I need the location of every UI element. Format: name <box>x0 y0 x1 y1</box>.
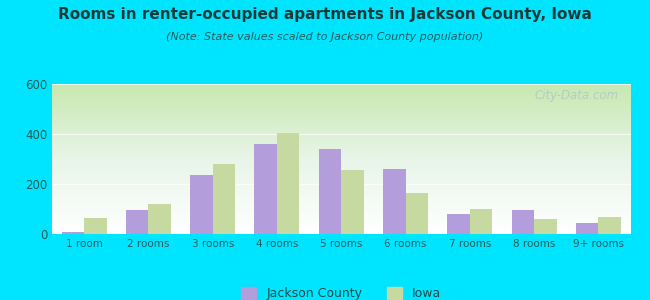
Bar <box>255 144 277 234</box>
Bar <box>512 210 534 234</box>
Bar <box>84 218 107 234</box>
Bar <box>470 209 492 234</box>
Bar <box>190 175 213 234</box>
Bar <box>126 210 148 234</box>
Bar <box>534 219 556 234</box>
Text: (Note: State values scaled to Jackson County population): (Note: State values scaled to Jackson Co… <box>166 32 484 41</box>
Bar <box>213 164 235 234</box>
Bar <box>341 170 364 234</box>
Bar <box>148 204 171 234</box>
Legend: Jackson County, Iowa: Jackson County, Iowa <box>236 282 447 300</box>
Bar <box>383 169 406 234</box>
Bar <box>62 232 84 234</box>
Text: Rooms in renter-occupied apartments in Jackson County, Iowa: Rooms in renter-occupied apartments in J… <box>58 8 592 22</box>
Bar <box>576 223 599 234</box>
Bar <box>599 217 621 234</box>
Text: City-Data.com: City-Data.com <box>535 88 619 101</box>
Bar <box>318 149 341 234</box>
Bar <box>277 133 300 234</box>
Bar <box>406 193 428 234</box>
Bar <box>447 214 470 234</box>
